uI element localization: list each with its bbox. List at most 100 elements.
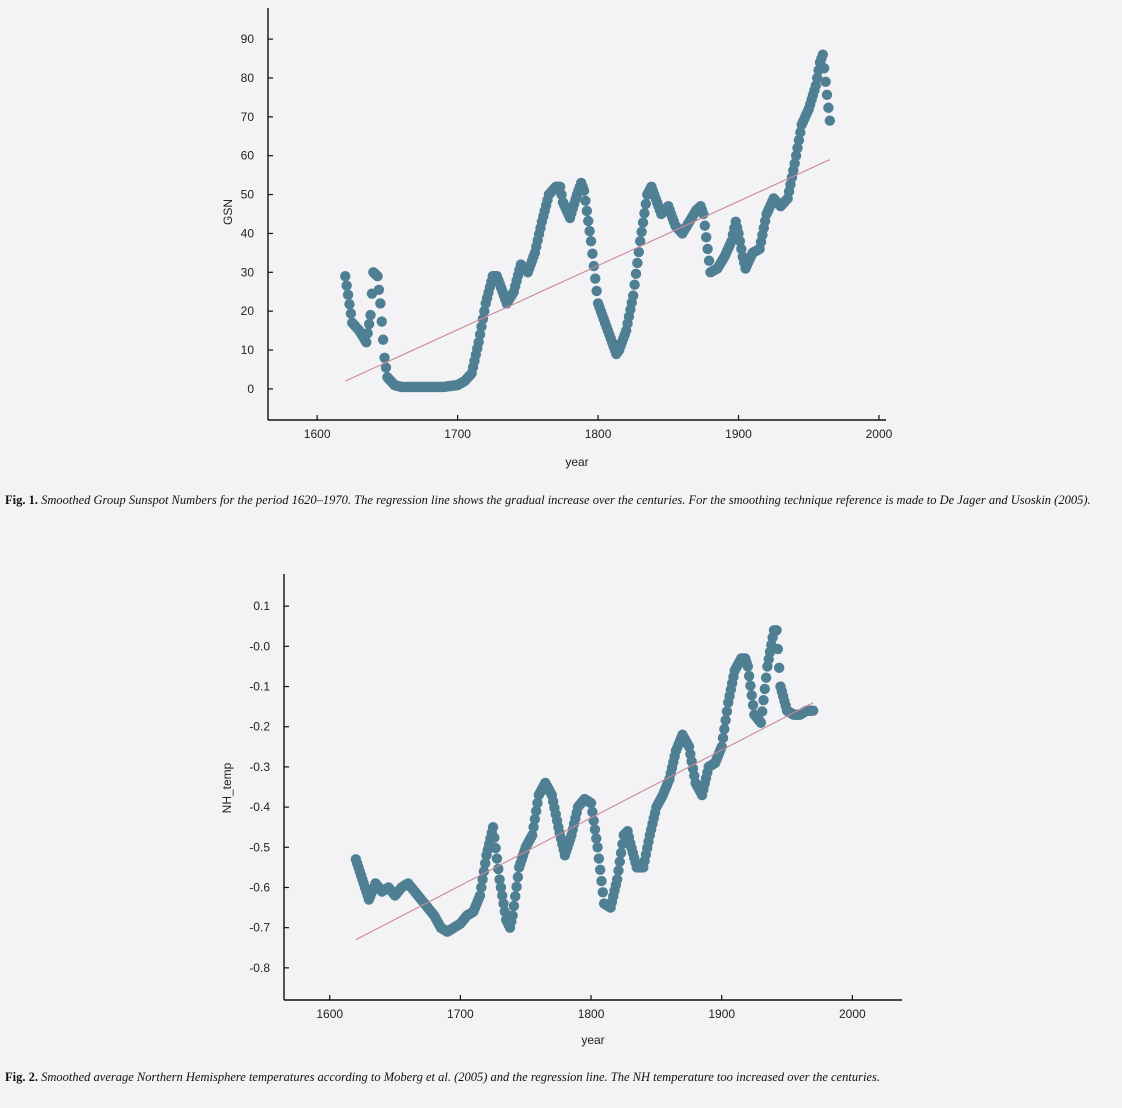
figure-2-y-tick-label: -0.1 — [249, 680, 270, 694]
figure-2-data-point — [592, 842, 603, 853]
figure-1-data-point — [792, 142, 803, 154]
figure-2-y-tick-label: -0.2 — [249, 720, 270, 734]
figure-2-data-point — [530, 805, 542, 817]
figure-1-data-point — [823, 102, 834, 113]
figure-2-data-point — [591, 833, 602, 844]
figure-1-y-tick-label: 30 — [241, 265, 255, 279]
figure-2-data-point — [719, 723, 730, 735]
figure-1-data-point — [474, 329, 486, 340]
figure-2-data-point — [532, 797, 543, 809]
figure-2-data-point — [596, 875, 607, 887]
figure-1-data-point — [580, 195, 591, 206]
figure-2-data-point — [476, 882, 487, 893]
figure-1-x-tick-label: 2000 — [866, 427, 893, 441]
figure-2-plot-area: 0.1 -0.0 -0.1 -0.2 -0.3 -0.4 -0.5 -0.6 -0.7 -0.8 1… — [249, 574, 902, 1021]
figure-1-data-point — [363, 318, 375, 330]
figure-2-data-point — [527, 830, 538, 841]
figure-1-xlabel: year — [565, 455, 588, 469]
figure-2-data-point — [593, 853, 605, 864]
figure-2-data-point — [511, 881, 522, 892]
figure-1-data-point — [344, 298, 355, 310]
figure-1-data-point — [821, 89, 833, 101]
figure-2-data-point — [490, 842, 501, 854]
figure-1-y-tick-label: 0 — [247, 382, 254, 396]
figure-1-data-point — [810, 80, 821, 91]
figure-2-y-tick-label: -0.4 — [249, 800, 270, 814]
figure-2-y-tick-label: -0.5 — [249, 840, 270, 854]
figure-1-data-point — [554, 181, 566, 192]
figure-1-x-tick-label: 1700 — [444, 427, 471, 441]
figure-2-data-point — [491, 853, 503, 864]
figure-1-data-point — [790, 150, 802, 161]
figure-2-data-point — [495, 882, 507, 893]
figure-2-regression-line — [355, 702, 814, 941]
figure-2-data-point — [742, 661, 754, 672]
figure-2-data-point — [758, 694, 769, 706]
figure-1-data-point — [379, 352, 390, 364]
figure-2-y-tick-label: -0.3 — [249, 760, 270, 774]
figure-1-data-point — [375, 298, 386, 309]
figure-1-data-point — [583, 215, 594, 227]
figure-1-data-point — [556, 189, 567, 200]
figure-2-data-point — [773, 662, 785, 673]
figure-1-data-point — [377, 334, 389, 345]
figure-2-x-tick-label: 1900 — [708, 1007, 735, 1021]
figure-2-data-point — [529, 813, 541, 825]
figure-1-data-point — [636, 226, 647, 238]
figure-1-y-tick-label: 80 — [241, 71, 255, 85]
figure-1-data-point — [635, 236, 646, 247]
figure-2-ylabel: NH_temp — [220, 762, 234, 813]
figure-1-data-point — [817, 49, 828, 60]
figure-2-data-point — [760, 672, 772, 683]
figure-1-data-point — [365, 309, 376, 321]
figure-2-data-point — [611, 874, 623, 885]
figure-1-x-tick-label: 1900 — [725, 427, 752, 441]
figure-1-data-point — [476, 321, 487, 332]
figure-2-data-point — [613, 865, 624, 876]
figure-2-y-tick-label: 0.1 — [253, 599, 270, 613]
figure-1-data-point — [373, 284, 385, 295]
figure-2-data-point — [499, 906, 511, 917]
figure-2-data-point — [587, 806, 598, 818]
figure-1-caption-label: Fig. 1. — [5, 493, 38, 507]
figure-2-data-point — [494, 874, 505, 885]
figure-2-data-point — [716, 741, 727, 753]
figure-1-data-point — [824, 115, 836, 126]
figure-1-data-point — [372, 270, 383, 282]
figure-2-data-point — [480, 858, 491, 869]
figure-1-data-point — [362, 327, 373, 339]
figure-2-y-tick-label: -0.0 — [249, 639, 270, 653]
figure-1-data-point — [587, 248, 598, 259]
figure-1-y-tick-label: 40 — [241, 226, 255, 240]
figure-1-data-point — [639, 208, 650, 219]
figure-1-x-tick-label: 1600 — [304, 427, 331, 441]
figure-1-data-point — [345, 308, 357, 319]
figure-2-data-point — [772, 643, 784, 655]
figure-1-y-tick-label: 10 — [241, 343, 255, 357]
figure-2-data-point — [507, 910, 518, 921]
figure-1-caption: Fig. 1. Smoothed Group Sunspot Numbers f… — [5, 492, 1115, 508]
figure-1-data-point — [701, 232, 712, 243]
figure-1-y-tick-label: 50 — [241, 188, 255, 202]
figure-1-data-point — [342, 289, 354, 301]
figure-2-data-point — [615, 847, 627, 859]
figure-1-data-point — [820, 76, 831, 88]
figure-1-data-point — [819, 63, 830, 74]
figure-2-data-point — [477, 874, 488, 885]
figure-1-data-point — [340, 270, 351, 282]
figure-2-x-tick-label: 1600 — [316, 1007, 343, 1021]
figure-2-data-point — [756, 706, 768, 717]
figure-2-data-point — [489, 832, 500, 843]
figure-2-y-tick-label: -0.7 — [249, 921, 270, 935]
figure-2-y-tick-label: -0.8 — [249, 961, 270, 975]
figure-2-caption-label: Fig. 2. — [5, 1070, 38, 1084]
figure-2-data-point — [510, 891, 521, 902]
figure-1-data-point — [380, 362, 392, 373]
figure-1-data-point — [640, 198, 652, 210]
figure-2-data-point — [589, 824, 601, 835]
figure-1-ylabel: GSN — [221, 199, 235, 225]
figure-2-data-point — [771, 625, 782, 636]
figure-2-data-point — [512, 871, 524, 883]
figure-1-data-point — [629, 279, 640, 290]
